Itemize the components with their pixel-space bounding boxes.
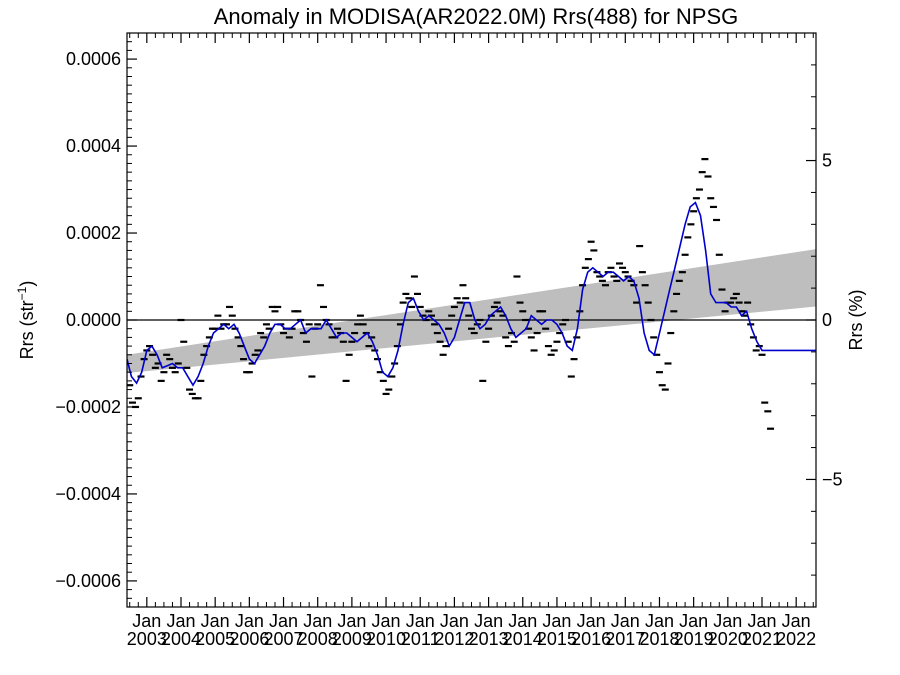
x-tick-year: 2010 [366,629,406,649]
smoothed-line-layer [127,201,816,387]
y-axis-label-close: ) [17,281,37,287]
x-tick-year: 2015 [537,629,577,649]
x-tick-year: 2013 [469,629,509,649]
y-axis-label-text: Rrs (str [17,300,37,359]
y-tick-label: 0.0006 [66,49,121,69]
x-tick-month: Jan [611,611,640,631]
ticks-layer: 0.0006 0.0004 0.0002 0.0000 −0.0002 −0.0004 −0… [55,32,843,649]
y-tick-label: −0.0006 [55,571,121,591]
x-tick-month: Jan [406,611,435,631]
x-tick-month: Jan [372,611,401,631]
x-tick-month: Jan [235,611,264,631]
x-tick-month: Jan [132,611,161,631]
chart-title: Anomaly in MODISA(AR2022.0M) Rrs(488) fo… [214,4,739,29]
smoothed-series-line [127,201,816,387]
x-tick-year: 2009 [332,629,372,649]
y-tick-label: 0.0004 [66,136,121,156]
x-tick-month: Jan [303,611,332,631]
y2-tick-label: 5 [822,151,832,171]
x-tick-year: 2007 [264,629,304,649]
y2-axis-label: Rrs (%) [846,290,866,351]
x-tick-month: Jan [679,611,708,631]
x-tick-year: 2019 [674,629,714,649]
x-tick-year: 2022 [776,629,816,649]
x-tick-month: Jan [645,611,674,631]
y-tick-label: 0.0002 [66,223,121,243]
x-tick-year: 2014 [503,629,543,649]
y-axis-label: Rrs (str−1) [15,281,37,360]
x-tick-year: 2011 [401,629,440,649]
x-tick-month: Jan [747,611,776,631]
x-tick-month: Jan [166,611,195,631]
x-tick-month: Jan [474,611,503,631]
y2-tick-label: 0 [822,310,832,330]
x-tick-year: 2006 [229,629,269,649]
x-tick-month: Jan [337,611,366,631]
x-tick-month: Jan [713,611,742,631]
x-tick-year: 2021 [742,629,782,649]
x-tick-year: 2012 [434,629,474,649]
x-tick-year: 2004 [161,629,201,649]
x-tick-year: 2020 [708,629,748,649]
x-tick-month: Jan [577,611,606,631]
y2-tick-label: −5 [822,469,843,489]
x-tick-year: 2018 [639,629,679,649]
x-tick-month: Jan [508,611,537,631]
x-tick-month: Jan [782,611,811,631]
y-axis-label-superscript: −1 [15,286,29,300]
x-tick-year: 2008 [298,629,338,649]
x-tick-month: Jan [201,611,230,631]
monthly-points-layer [127,158,775,430]
x-tick-year: 2005 [195,629,235,649]
x-tick-month: Jan [269,611,298,631]
x-tick-year: 2003 [127,629,167,649]
y-tick-label: −0.0002 [55,397,121,417]
x-tick-year: 2016 [571,629,611,649]
y-tick-label: −0.0004 [55,484,121,504]
x-tick-year: 2017 [605,629,645,649]
y-tick-label: 0.0000 [66,310,121,330]
x-tick-month: Jan [542,611,571,631]
x-tick-month: Jan [440,611,469,631]
